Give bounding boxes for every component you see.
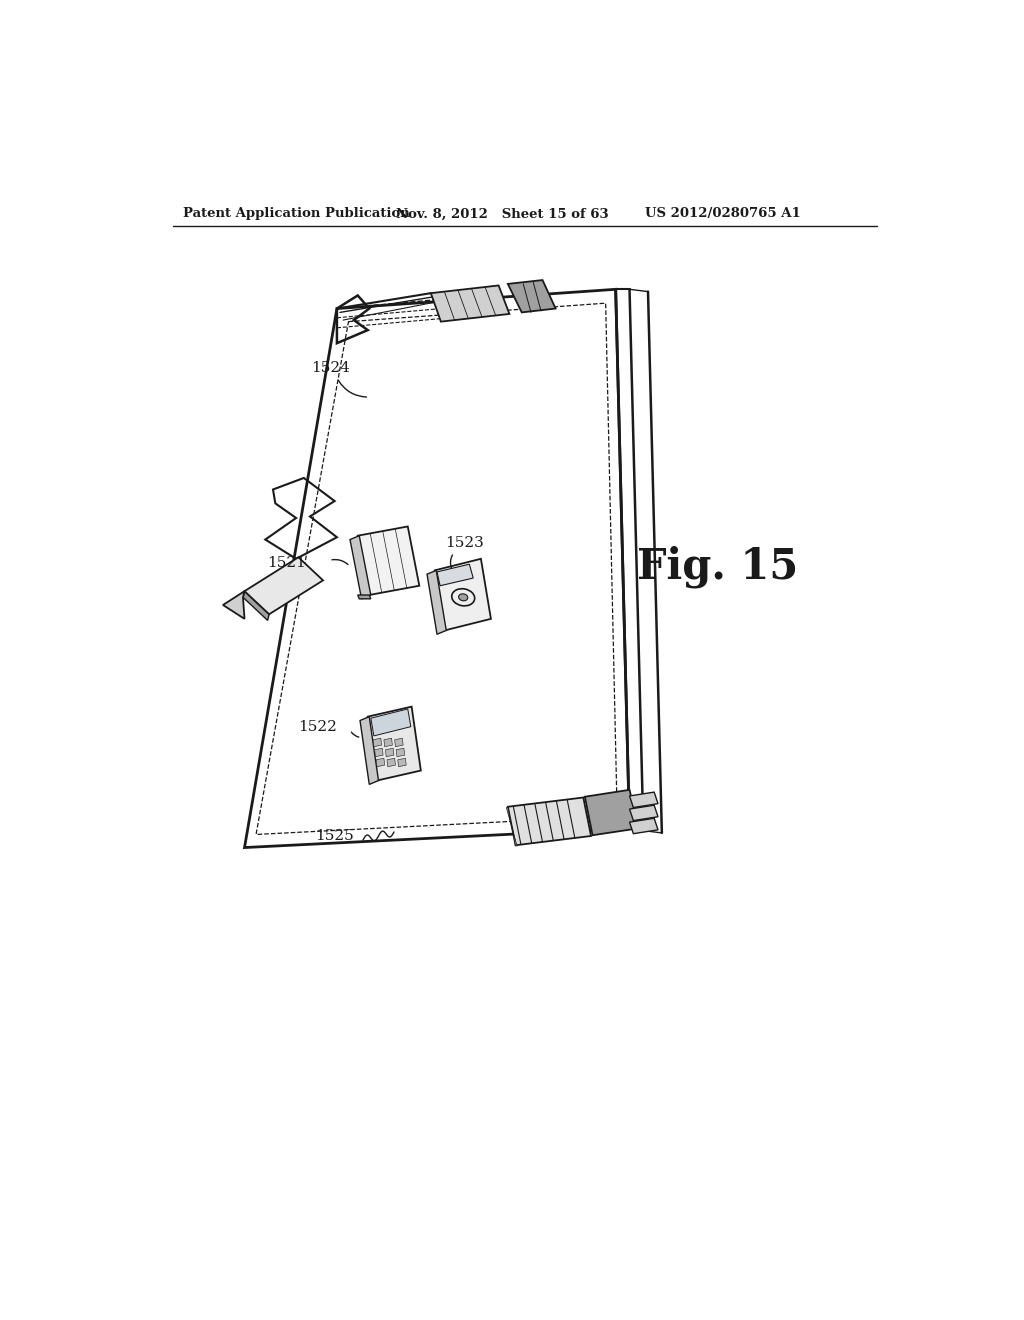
Polygon shape	[437, 564, 473, 586]
Polygon shape	[371, 709, 411, 737]
Polygon shape	[506, 808, 517, 846]
Polygon shape	[508, 797, 591, 845]
Polygon shape	[630, 818, 658, 834]
Polygon shape	[357, 595, 371, 599]
Polygon shape	[243, 591, 269, 620]
Polygon shape	[508, 280, 556, 313]
Polygon shape	[396, 748, 404, 756]
Polygon shape	[431, 285, 509, 322]
Text: 1524: 1524	[311, 360, 350, 375]
Polygon shape	[397, 758, 407, 767]
Text: 1523: 1523	[444, 536, 483, 550]
Polygon shape	[376, 758, 385, 767]
Polygon shape	[427, 570, 446, 635]
Polygon shape	[585, 789, 639, 836]
Polygon shape	[394, 738, 403, 747]
Polygon shape	[368, 706, 421, 780]
Text: 1521: 1521	[267, 556, 306, 570]
Ellipse shape	[459, 594, 468, 601]
Text: 1525: 1525	[315, 829, 354, 843]
Polygon shape	[245, 289, 630, 847]
Text: Nov. 8, 2012   Sheet 15 of 63: Nov. 8, 2012 Sheet 15 of 63	[396, 207, 609, 220]
Polygon shape	[630, 805, 658, 821]
Polygon shape	[245, 557, 323, 614]
Polygon shape	[384, 738, 392, 747]
Polygon shape	[387, 758, 395, 767]
Polygon shape	[360, 717, 379, 784]
Text: Patent Application Publication: Patent Application Publication	[183, 207, 410, 220]
Polygon shape	[435, 558, 490, 631]
Polygon shape	[630, 792, 658, 808]
Polygon shape	[373, 738, 382, 747]
Polygon shape	[375, 748, 383, 756]
Polygon shape	[385, 748, 394, 756]
Polygon shape	[357, 527, 419, 595]
Text: Fig. 15: Fig. 15	[637, 545, 798, 587]
Text: US 2012/0280765 A1: US 2012/0280765 A1	[645, 207, 801, 220]
Polygon shape	[223, 591, 245, 619]
Text: 1522: 1522	[298, 719, 337, 734]
Polygon shape	[350, 536, 371, 599]
